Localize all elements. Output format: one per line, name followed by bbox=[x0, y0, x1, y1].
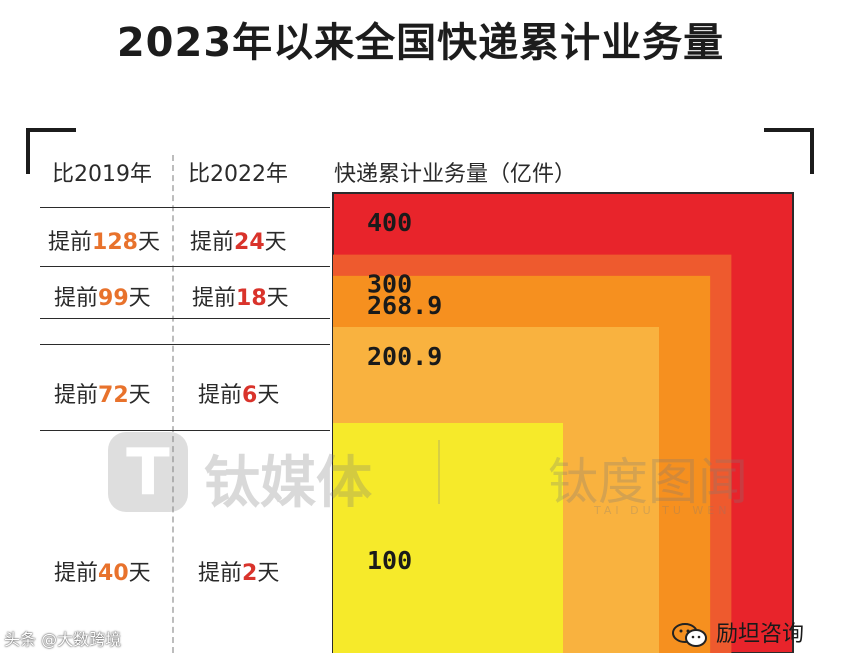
footer-source-left: 头条 @大数跨境 bbox=[4, 630, 122, 649]
value-label: 100 bbox=[367, 546, 412, 575]
row-4-vs-2022: 提前2天 bbox=[198, 555, 279, 587]
square-100 bbox=[333, 423, 563, 653]
row-divider bbox=[40, 318, 330, 319]
cell-prefix: 提前 bbox=[54, 561, 99, 586]
value-label: 268.9 bbox=[367, 291, 442, 320]
cell-number: 18 bbox=[236, 286, 267, 311]
row-divider bbox=[40, 266, 330, 267]
cell-suffix: 天 bbox=[137, 230, 160, 255]
cell-suffix: 天 bbox=[257, 383, 280, 408]
cell-number: 72 bbox=[98, 383, 129, 408]
header-vs-2019: 比2019年 bbox=[52, 162, 152, 187]
cell-prefix: 提前 bbox=[190, 230, 235, 255]
cell-number: 24 bbox=[234, 230, 265, 255]
row-3-vs-2022: 提前6天 bbox=[198, 377, 279, 409]
value-label: 400 bbox=[367, 208, 412, 237]
row-divider bbox=[40, 207, 330, 208]
cell-number: 99 bbox=[98, 286, 129, 311]
row-divider bbox=[40, 430, 330, 431]
row-2-vs-2019: 提前99天 bbox=[54, 280, 151, 312]
row-divider bbox=[40, 344, 330, 345]
cell-number: 2 bbox=[242, 561, 258, 586]
corner-bracket-left bbox=[26, 128, 76, 174]
row-1-vs-2022: 提前24天 bbox=[190, 224, 287, 256]
cell-number: 128 bbox=[92, 230, 138, 255]
cell-number: 6 bbox=[242, 383, 258, 408]
cell-suffix: 天 bbox=[257, 561, 280, 586]
wechat-icon bbox=[672, 623, 707, 647]
cell-suffix: 天 bbox=[264, 230, 287, 255]
cell-prefix: 提前 bbox=[198, 383, 243, 408]
column-divider bbox=[172, 155, 174, 653]
row-1-vs-2019: 提前128天 bbox=[48, 224, 160, 256]
value-label: 200.9 bbox=[367, 342, 442, 371]
footer-brand: 励坦咨询 bbox=[716, 622, 805, 647]
row-2-vs-2022: 提前18天 bbox=[192, 280, 289, 312]
cell-number: 40 bbox=[98, 561, 129, 586]
value-label: 300 bbox=[367, 270, 412, 299]
cell-suffix: 天 bbox=[128, 383, 151, 408]
cell-prefix: 提前 bbox=[198, 561, 243, 586]
row-4-vs-2019: 提前40天 bbox=[54, 555, 151, 587]
cell-prefix: 提前 bbox=[192, 286, 237, 311]
cell-prefix: 提前 bbox=[54, 383, 99, 408]
header-vs-2022: 比2022年 bbox=[188, 162, 288, 187]
corner-bracket-right bbox=[764, 128, 814, 174]
footer-source-right: 励坦咨询 bbox=[672, 616, 804, 648]
cell-prefix: 提前 bbox=[48, 230, 93, 255]
cell-suffix: 天 bbox=[266, 286, 289, 311]
cell-suffix: 天 bbox=[128, 286, 151, 311]
chart-title: 2023年以来全国快递累计业务量 bbox=[116, 20, 725, 66]
cell-suffix: 天 bbox=[128, 561, 151, 586]
row-3-vs-2019: 提前72天 bbox=[54, 377, 151, 409]
cell-prefix: 提前 bbox=[54, 286, 99, 311]
header-volume: 快递累计业务量（亿件） bbox=[334, 162, 577, 187]
